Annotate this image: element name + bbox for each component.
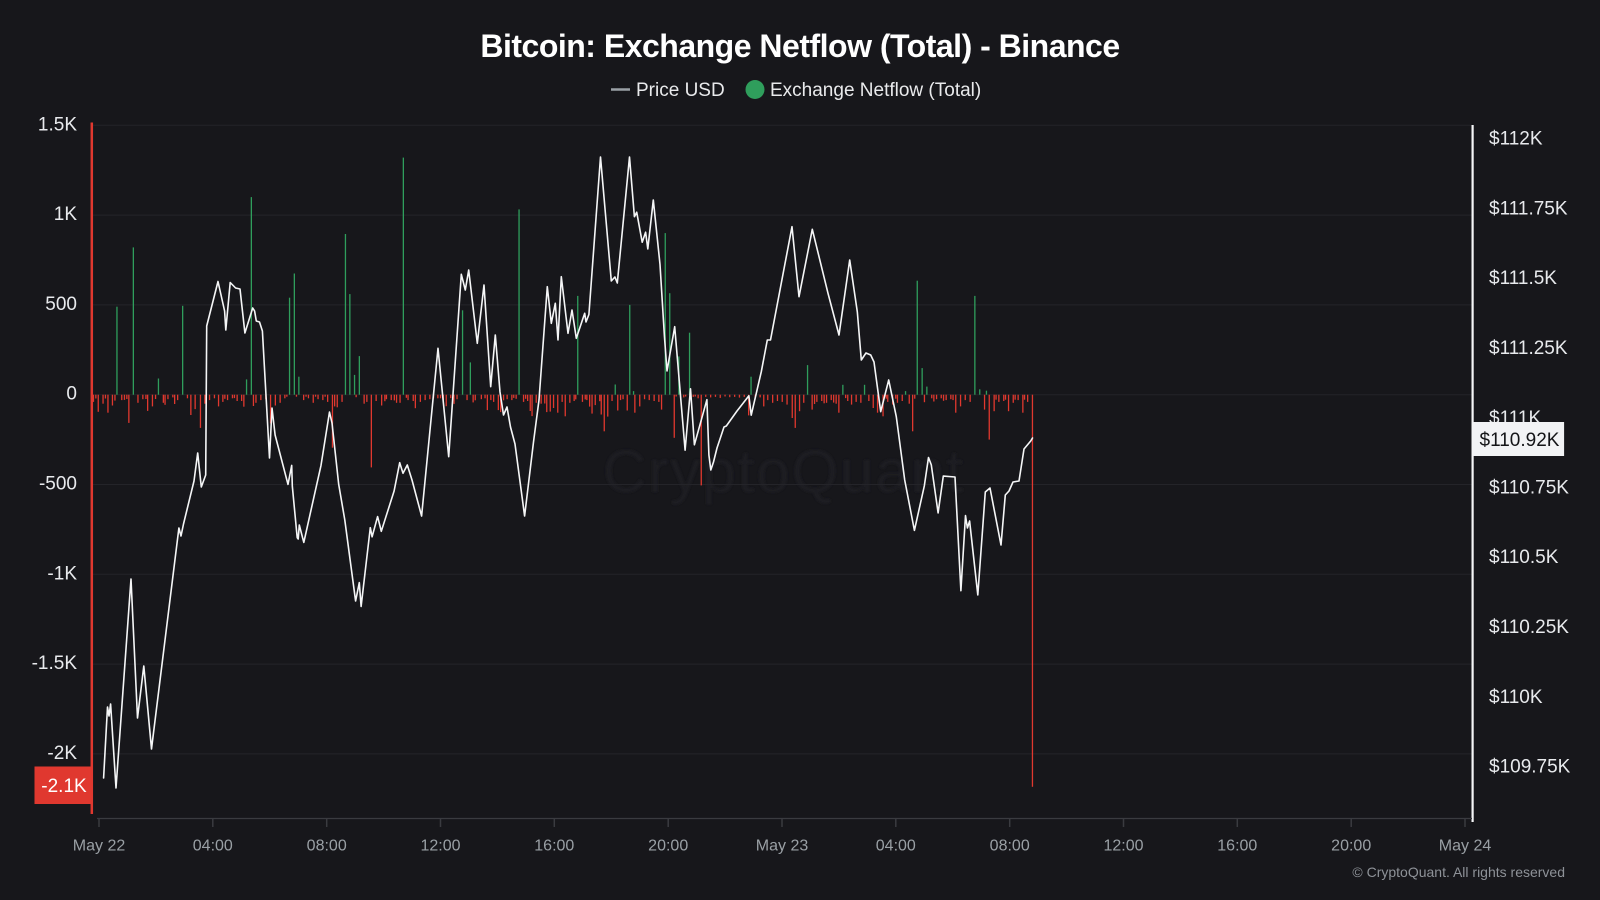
svg-text:$111.25K: $111.25K xyxy=(1489,338,1568,359)
svg-text:May 23: May 23 xyxy=(756,838,809,855)
svg-text:$110K: $110K xyxy=(1489,687,1543,708)
svg-text:Exchange Netflow (Total): Exchange Netflow (Total) xyxy=(770,80,981,101)
svg-text:-2.1K: -2.1K xyxy=(41,776,87,797)
svg-text:16:00: 16:00 xyxy=(534,838,574,855)
svg-text:$110.25K: $110.25K xyxy=(1489,617,1569,638)
svg-text:20:00: 20:00 xyxy=(1331,838,1371,855)
svg-text:© CryptoQuant. All rights rese: © CryptoQuant. All rights reserved xyxy=(1352,864,1565,880)
svg-text:0: 0 xyxy=(66,384,77,405)
svg-text:20:00: 20:00 xyxy=(648,838,688,855)
svg-text:$111.5K: $111.5K xyxy=(1489,268,1557,289)
svg-text:500: 500 xyxy=(45,294,77,315)
svg-text:-1.5K: -1.5K xyxy=(32,653,78,674)
svg-text:04:00: 04:00 xyxy=(193,838,233,855)
svg-text:1K: 1K xyxy=(54,204,78,225)
svg-text:Bitcoin: Exchange Netflow (Tot: Bitcoin: Exchange Netflow (Total) - Bina… xyxy=(480,28,1119,64)
svg-text:12:00: 12:00 xyxy=(1103,838,1143,855)
svg-text:$110.92K: $110.92K xyxy=(1480,430,1560,451)
svg-text:-2K: -2K xyxy=(47,743,77,764)
svg-text:08:00: 08:00 xyxy=(990,838,1030,855)
svg-text:$110.5K: $110.5K xyxy=(1489,547,1559,568)
svg-text:-500: -500 xyxy=(39,474,77,495)
svg-text:-1K: -1K xyxy=(47,563,77,584)
svg-text:May 24: May 24 xyxy=(1439,838,1492,855)
svg-text:12:00: 12:00 xyxy=(420,838,460,855)
svg-text:$109.75K: $109.75K xyxy=(1489,757,1571,778)
svg-text:CryptoQuant: CryptoQuant xyxy=(603,438,965,505)
svg-text:May 22: May 22 xyxy=(73,838,126,855)
svg-text:04:00: 04:00 xyxy=(876,838,916,855)
svg-text:$112K: $112K xyxy=(1489,129,1543,150)
svg-text:16:00: 16:00 xyxy=(1217,838,1257,855)
svg-text:$111.75K: $111.75K xyxy=(1489,198,1568,219)
svg-text:1.5K: 1.5K xyxy=(38,114,77,135)
svg-text:Price USD: Price USD xyxy=(636,80,725,101)
svg-text:$110.75K: $110.75K xyxy=(1489,477,1569,498)
svg-text:08:00: 08:00 xyxy=(307,838,347,855)
